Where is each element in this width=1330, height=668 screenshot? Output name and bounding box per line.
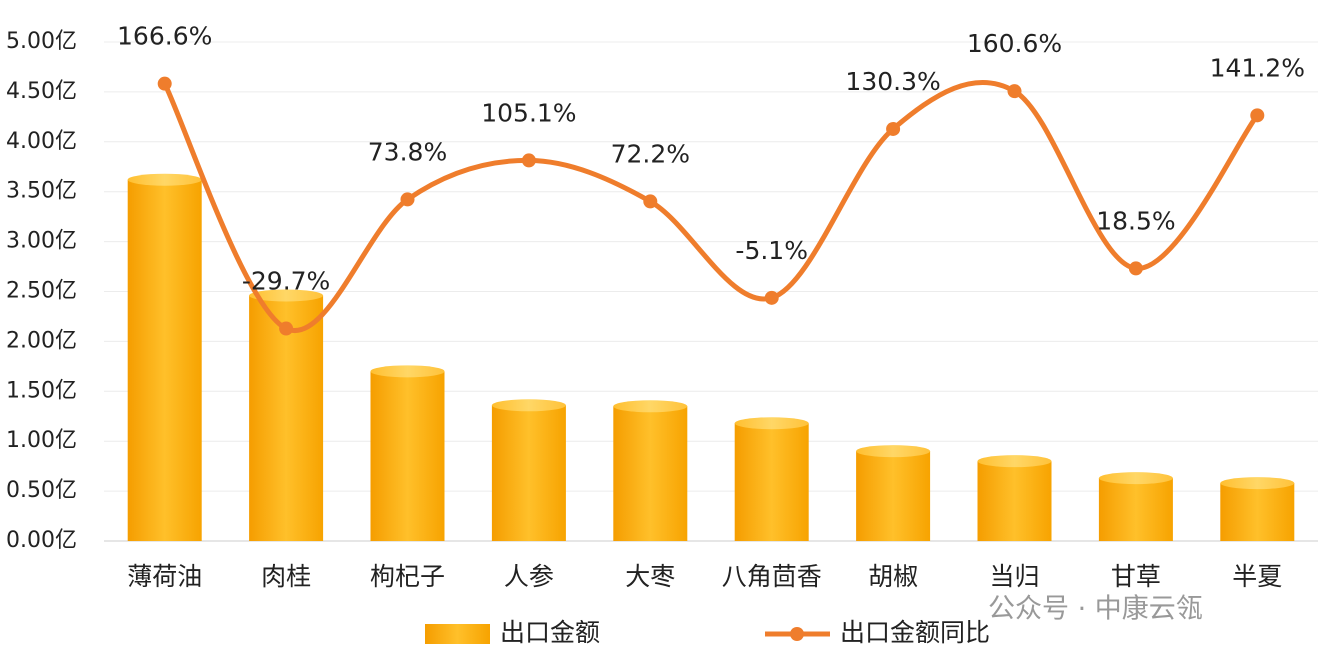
legend-label: 出口金额同比: [840, 618, 990, 647]
x-tick-label: 当归: [989, 562, 1039, 591]
bar: [977, 461, 1052, 541]
data-label: 72.2%: [611, 139, 690, 168]
y-tick-label: 3.50亿: [6, 179, 77, 204]
bar: [491, 405, 566, 541]
y-tick-label: 4.00亿: [6, 129, 77, 154]
bar-cap: [249, 289, 324, 302]
y-tick-label: 0.50亿: [6, 478, 77, 503]
x-tick-label: 肉桂: [261, 562, 311, 591]
data-label: 160.6%: [967, 29, 1062, 58]
y-tick-label: 1.50亿: [6, 378, 77, 403]
x-tick-label: 半夏: [1232, 562, 1282, 591]
line: [162, 80, 1260, 334]
bar-cap: [734, 417, 809, 430]
line-marker: [1250, 108, 1265, 123]
x-tick-label: 甘草: [1111, 562, 1161, 591]
data-label: -29.7%: [242, 267, 330, 296]
data-label: -5.1%: [735, 236, 808, 265]
bar-cap: [856, 445, 931, 458]
bar: [1098, 478, 1173, 541]
y-tick-label: 3.00亿: [6, 229, 77, 254]
y-tick-label: 0.00亿: [6, 528, 77, 553]
bar: [1220, 483, 1295, 541]
x-tick-label: 八角茴香: [722, 562, 822, 591]
x-tick-label: 薄荷油: [127, 562, 202, 591]
x-tick-label: 人参: [504, 562, 554, 591]
bar-cap: [977, 455, 1052, 468]
legend-swatch-marker: [790, 627, 804, 641]
line-marker: [400, 192, 415, 207]
x-tick-label: 枸杞子: [370, 562, 445, 591]
data-label: 166.6%: [117, 22, 212, 51]
bar-cap: [1098, 472, 1173, 485]
bar: [370, 371, 445, 541]
bar: [127, 179, 202, 541]
bar-cap: [370, 365, 445, 378]
watermark: 公众号 · 中康云瓴: [988, 594, 1203, 625]
bar-cap: [613, 400, 688, 413]
line-marker: [157, 76, 172, 91]
bar-cap: [491, 399, 566, 412]
y-tick-label: 1.00亿: [6, 428, 77, 453]
y-tick-label: 4.50亿: [6, 79, 77, 104]
legend-swatch: [425, 624, 490, 644]
bar: [734, 423, 809, 541]
bar: [856, 451, 931, 541]
data-label: 105.1%: [481, 98, 576, 127]
y-tick-label: 5.00亿: [6, 29, 77, 54]
line-marker: [886, 121, 901, 136]
line-marker: [1128, 261, 1143, 276]
y-tick-label: 2.50亿: [6, 279, 77, 304]
y-tick-label: 2.00亿: [6, 328, 77, 353]
data-label: 73.8%: [368, 137, 447, 166]
bar: [249, 295, 324, 541]
data-label: 18.5%: [1096, 206, 1175, 235]
bar: [613, 406, 688, 541]
bar-cap: [127, 173, 202, 186]
x-tick-label: 大枣: [625, 562, 675, 591]
legend-label: 出口金额: [500, 618, 600, 647]
line-marker: [521, 153, 536, 168]
line-marker: [279, 321, 294, 336]
line-marker: [1007, 84, 1022, 99]
line-marker: [764, 290, 779, 305]
data-label: 130.3%: [845, 67, 940, 96]
line-marker: [643, 194, 658, 209]
bar-cap: [1220, 477, 1295, 490]
data-label: 141.2%: [1210, 53, 1305, 82]
x-tick-label: 胡椒: [868, 562, 918, 591]
